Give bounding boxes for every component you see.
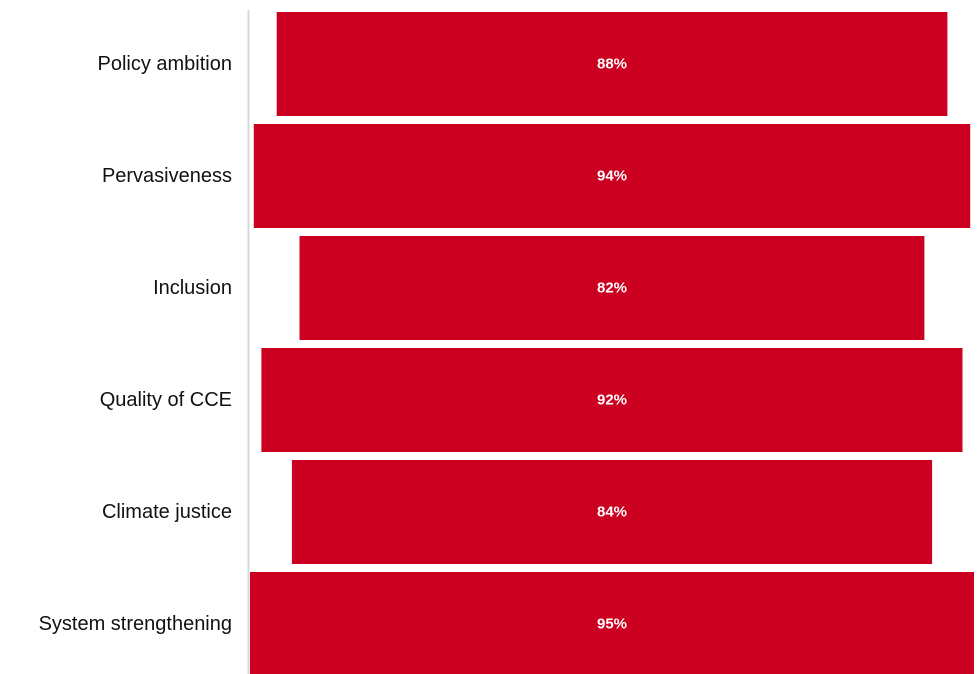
bar-policy-ambition: [276, 12, 948, 116]
category-label-climate-justice: Climate justice: [102, 501, 232, 523]
value-label-pervasiveness: 94%: [597, 168, 627, 185]
value-label-quality-of-cce: 92%: [597, 392, 627, 409]
category-labels-group: Policy ambition Pervasiveness Inclusion Qua…: [39, 53, 232, 635]
category-label-inclusion: Inclusion: [153, 277, 232, 299]
value-labels-group: 88% 94% 82% 92% 84% 95%: [597, 56, 627, 633]
bar-climate-justice: [291, 460, 933, 564]
bar-inclusion: [299, 236, 925, 340]
category-label-policy-ambition: Policy ambition: [97, 53, 232, 75]
value-label-climate-justice: 84%: [597, 504, 627, 521]
bar-quality-of-cce: [261, 348, 963, 452]
bars-group: [250, 12, 974, 674]
category-label-pervasiveness: Pervasiveness: [102, 165, 232, 187]
value-label-system-strengthening: 95%: [597, 616, 627, 633]
category-label-system-strengthening: System strengthening: [39, 613, 232, 635]
bar-system-strengthening: [250, 572, 974, 674]
value-label-policy-ambition: 88%: [597, 56, 627, 73]
category-label-quality-of-cce: Quality of CCE: [100, 389, 232, 411]
bar-pervasiveness: [253, 124, 971, 228]
value-label-inclusion: 82%: [597, 280, 627, 297]
